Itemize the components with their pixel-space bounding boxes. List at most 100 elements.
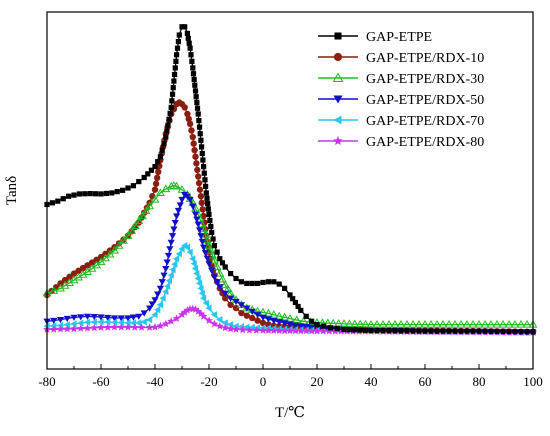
- data-point: [187, 45, 193, 51]
- data-point: [175, 39, 181, 45]
- data-point: [328, 318, 338, 327]
- data-point: [287, 292, 293, 298]
- data-point: [190, 260, 197, 268]
- data-point: [512, 328, 518, 335]
- data-point: [259, 326, 267, 334]
- data-point: [254, 317, 261, 324]
- data-point: [190, 65, 196, 71]
- data-point: [500, 328, 506, 335]
- data-point: [188, 127, 195, 134]
- data-point: [355, 319, 365, 328]
- data-point: [244, 280, 250, 287]
- data-point: [192, 88, 199, 94]
- data-point: [50, 322, 57, 330]
- data-point: [194, 105, 201, 111]
- data-point: [117, 318, 124, 327]
- data-point: [215, 322, 224, 330]
- data-point: [98, 191, 104, 197]
- x-tick-label: 40: [365, 374, 378, 389]
- data-point: [164, 128, 170, 134]
- data-point: [205, 261, 213, 268]
- data-point: [265, 279, 271, 285]
- data-point: [213, 279, 221, 286]
- data-point: [198, 289, 205, 297]
- data-point: [114, 189, 120, 195]
- data-point: [159, 147, 165, 153]
- data-point: [524, 329, 530, 335]
- data-point: [291, 322, 299, 329]
- data-point: [173, 255, 180, 263]
- data-point: [344, 319, 354, 328]
- data-point: [474, 319, 484, 328]
- data-point: [194, 274, 201, 283]
- data-point: [203, 190, 209, 196]
- data-point: [341, 326, 347, 333]
- data-point: [206, 245, 216, 254]
- data-point: [450, 319, 460, 328]
- data-point: [173, 58, 179, 64]
- x-axis: -80 -60 -40 -20 0 20 40 60 80 100: [38, 364, 543, 389]
- data-point: [136, 178, 142, 185]
- data-point: [124, 315, 132, 322]
- data-point: [506, 328, 512, 335]
- data-point: [274, 311, 284, 320]
- data-point: [145, 323, 154, 331]
- data-point: [516, 319, 526, 328]
- data-point: [183, 243, 190, 251]
- data-point: [186, 40, 192, 46]
- data-point: [103, 323, 112, 331]
- data-point: [156, 301, 163, 309]
- data-point: [123, 231, 133, 239]
- data-point: [438, 319, 448, 328]
- data-point: [452, 328, 458, 334]
- data-point: [281, 320, 289, 327]
- data-point: [193, 160, 200, 167]
- data-point: [195, 173, 202, 180]
- data-point: [97, 323, 105, 331]
- data-point: [422, 328, 428, 334]
- data-point: [372, 319, 382, 328]
- data-point: [363, 327, 369, 333]
- data-point: [210, 274, 218, 281]
- data-point: [292, 315, 302, 324]
- data-point: [226, 324, 235, 333]
- x-tick-label: 100: [523, 374, 543, 389]
- data-point: [167, 239, 175, 246]
- data-point: [313, 327, 321, 335]
- legend-item: GAP-ETPE/RDX-80: [318, 135, 484, 150]
- data-point: [50, 317, 58, 325]
- data-point: [183, 306, 192, 314]
- data-point: [232, 304, 240, 312]
- data-point: [87, 191, 93, 197]
- data-point: [309, 318, 315, 324]
- data-point: [110, 318, 118, 326]
- data-point: [195, 227, 204, 234]
- data-point: [158, 279, 166, 286]
- data-point: [282, 285, 288, 291]
- data-point: [155, 159, 161, 165]
- data-point: [188, 52, 194, 58]
- data-point: [190, 71, 197, 77]
- data-point: [63, 324, 72, 333]
- data-point: [212, 262, 222, 271]
- legend-label: GAP-ETPE/RDX-80: [366, 135, 484, 150]
- data-point: [275, 319, 283, 326]
- data-point: [232, 325, 240, 333]
- data-point: [137, 323, 146, 331]
- data-point: [154, 306, 161, 314]
- data-point: [470, 328, 476, 334]
- data-point: [204, 240, 214, 249]
- data-point: [49, 325, 58, 333]
- data-point: [263, 308, 273, 317]
- data-point: [456, 319, 466, 328]
- data-point: [426, 319, 436, 328]
- data-point: [248, 308, 256, 315]
- data-point: [200, 157, 206, 163]
- data-point: [176, 202, 184, 209]
- data-point: [428, 328, 434, 334]
- data-point: [295, 303, 301, 310]
- series-line: [46, 193, 534, 334]
- data-point: [140, 310, 148, 317]
- x-tick-label: -60: [92, 374, 109, 389]
- data-point: [221, 319, 228, 327]
